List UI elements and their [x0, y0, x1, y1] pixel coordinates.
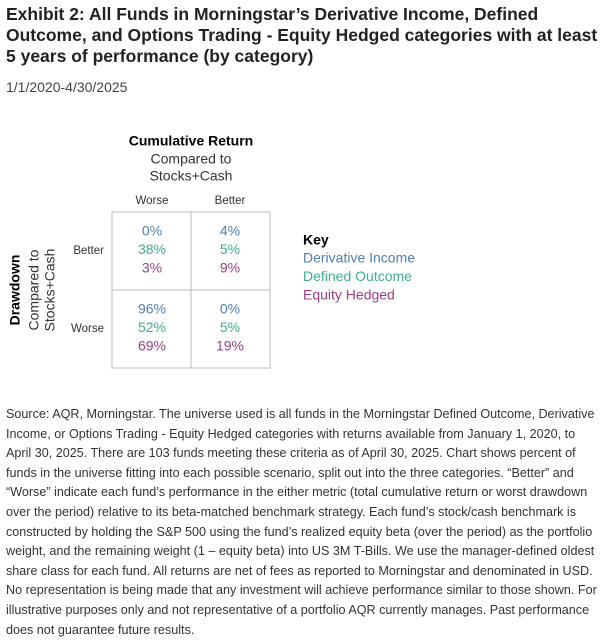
- cell-value: 4%: [220, 223, 240, 239]
- key-entry: Derivative Income: [303, 250, 415, 266]
- cell-value: 38%: [138, 241, 166, 257]
- x-axis-title: Cumulative Return: [129, 133, 253, 149]
- cell-value: 52%: [138, 319, 166, 335]
- key-title: Key: [303, 232, 329, 248]
- subtitle: 1/1/2020-4/30/2025: [6, 79, 128, 95]
- source-note: Source: AQR, Morningstar. The universe u…: [6, 407, 597, 637]
- page: Exhibit 2: All Funds in Morningstar’s De…: [6, 4, 598, 637]
- cell-value: 9%: [220, 260, 240, 276]
- key-entry: Equity Hedged: [303, 287, 395, 303]
- title: Exhibit 2: All Funds in Morningstar’s De…: [6, 4, 598, 66]
- cell-value: 0%: [220, 301, 240, 317]
- x-label: Worse: [135, 195, 168, 207]
- y-axis-subtitle: Stocks+Cash: [42, 249, 58, 332]
- key-entry: Defined Outcome: [303, 268, 412, 284]
- y-label: Worse: [71, 323, 104, 335]
- cell-value: 96%: [138, 301, 166, 317]
- y-axis-title: Drawdown: [7, 255, 23, 326]
- cell-value: 5%: [220, 241, 240, 257]
- x-axis-subtitle: Stocks+Cash: [150, 168, 233, 184]
- cell-value: 19%: [216, 338, 244, 354]
- y-axis-subtitle: Compared to: [26, 249, 42, 330]
- x-axis-subtitle: Compared to: [151, 151, 232, 167]
- cell-value: 0%: [142, 223, 162, 239]
- cell-value: 69%: [138, 338, 166, 354]
- cell-value: 5%: [220, 319, 240, 335]
- x-label: Better: [215, 195, 246, 207]
- y-label: Better: [73, 245, 104, 257]
- cell-value: 3%: [142, 260, 162, 276]
